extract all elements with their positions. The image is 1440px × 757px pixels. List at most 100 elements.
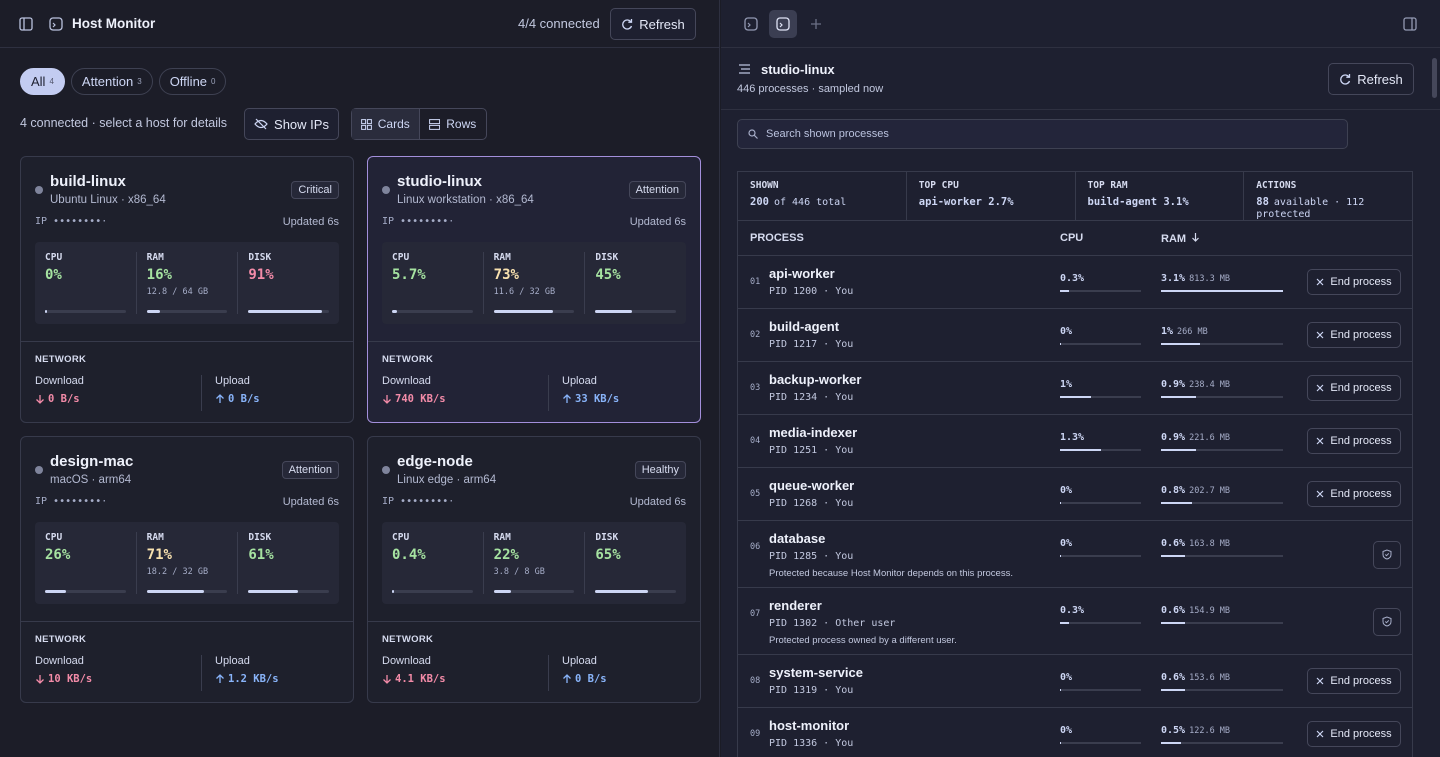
ip-value: ••••••••·: [400, 216, 455, 227]
end-process-button[interactable]: End process: [1307, 428, 1401, 454]
process-row[interactable]: 08 system-service PID 1319 · You 0% 0.6% 153.…: [738, 655, 1412, 708]
metric-value: 91%: [248, 267, 274, 283]
host-card[interactable]: studio-linux Linux workstation · x86_64 At…: [367, 156, 701, 423]
ram-track: [1161, 343, 1283, 345]
stat-number: api-worker 2.7%: [918, 196, 1014, 208]
process-row[interactable]: 09 host-monitor PID 1336 · You 0% 0.5% 122.6 …: [738, 708, 1412, 757]
stat: TOP CPU api-worker 2.7%: [905, 172, 1075, 220]
detail-refresh-button[interactable]: Refresh: [1328, 63, 1414, 95]
tab-icon[interactable]: [744, 17, 758, 31]
end-process-button[interactable]: End process: [1307, 481, 1401, 507]
end-process-button[interactable]: End process: [1307, 375, 1401, 401]
ram-value: 0.9% 221.6 MB: [1161, 432, 1230, 443]
host-card[interactable]: design-mac macOS · arm64 Attention IP ••••••…: [20, 436, 354, 703]
ram-bar: [1161, 449, 1197, 451]
refresh-icon: [1340, 74, 1351, 85]
download-rate: 0 B/s: [48, 393, 80, 405]
metrics: CPU 26% RAM 71% 18.2 / 32 GB DISK 61%: [35, 522, 339, 604]
metric-value: 65%: [595, 547, 621, 563]
stat: ACTIONS 88 available · 112 protected: [1243, 172, 1412, 220]
ram-percent: 0.9%: [1161, 432, 1186, 443]
new-tab-icon[interactable]: [809, 17, 823, 31]
close-icon: [1316, 730, 1324, 738]
ip-label: IP: [382, 496, 395, 507]
show-ips-button[interactable]: Show IPs: [244, 108, 339, 140]
metric-detail: 3.8 / 8 GB: [493, 567, 545, 577]
host-card[interactable]: edge-node Linux edge · arm64 Healthy IP ••••…: [367, 436, 701, 703]
cpu-bar: [1060, 290, 1070, 292]
ram-track: [1161, 502, 1283, 504]
stat-label: ACTIONS: [1256, 180, 1297, 191]
refresh-button[interactable]: Refresh: [610, 8, 696, 40]
process-row[interactable]: 03 backup-worker PID 1234 · You 1% 0.9% 238.4…: [738, 362, 1412, 415]
download-rate: 740 KB/s: [395, 393, 446, 405]
search-box[interactable]: Search shown processes: [737, 119, 1348, 149]
host-card[interactable]: build-linux Ubuntu Linux · x86_64 Critical…: [20, 156, 354, 423]
row-index: 05: [750, 489, 761, 499]
filter-pill[interactable]: Attention 3: [70, 68, 153, 95]
metric-bar: [45, 310, 47, 313]
cpu-track: [1060, 396, 1141, 398]
end-process-button[interactable]: End process: [1307, 668, 1401, 694]
download-label: Download: [382, 655, 431, 667]
cpu-track: [1060, 689, 1141, 691]
process-row[interactable]: 02 build-agent PID 1217 · You 0% 1% 266 MB End…: [738, 309, 1412, 362]
filter-pill[interactable]: Offline 0: [158, 68, 227, 95]
metric: RAM 71% 18.2 / 32 GB: [135, 532, 238, 594]
ip-value: ••••••••·: [53, 216, 108, 227]
metric-label: DISK: [248, 252, 272, 263]
process-row[interactable]: 05 queue-worker PID 1268 · You 0% 0.8% 202.7 …: [738, 468, 1412, 521]
metric: CPU 5.7%: [382, 252, 483, 314]
metric-value: 26%: [45, 547, 71, 563]
upload-value: 0 B/s: [215, 393, 260, 405]
ram-size: 163.8 MB: [1189, 539, 1231, 549]
process-row[interactable]: 01 api-worker PID 1200 · You 0.3% 3.1% 813.3 …: [738, 256, 1412, 309]
ram-bar: [1161, 742, 1181, 744]
cpu-value: 0%: [1060, 538, 1073, 549]
column-header: PROCESS: [750, 232, 804, 244]
close-icon: [1316, 490, 1324, 498]
stat-value: 88 available · 112 protected: [1256, 196, 1400, 220]
end-process-label: End process: [1330, 382, 1392, 394]
upload-rate: 0 B/s: [228, 393, 260, 405]
host-subtitle: Linux edge · arm64: [397, 474, 497, 486]
ram-track: [1161, 742, 1283, 744]
metric-value: 0.4%: [392, 547, 426, 563]
close-icon: [1316, 278, 1324, 286]
sidebar-icon[interactable]: [19, 17, 33, 31]
row-index: 03: [750, 383, 761, 393]
process-row[interactable]: 04 media-indexer PID 1251 · You 1.3% 0.9% 221…: [738, 415, 1412, 468]
ram-value: 0.9% 238.4 MB: [1161, 379, 1230, 390]
cpu-bar: [1060, 689, 1061, 691]
panel-icon[interactable]: [1403, 17, 1417, 31]
network-label: NETWORK: [35, 354, 87, 365]
view-option[interactable]: Rows: [420, 109, 487, 139]
eye-off-icon: [254, 118, 268, 130]
active-tab[interactable]: [769, 10, 797, 38]
process-name: build-agent: [769, 319, 840, 334]
end-process-button[interactable]: End process: [1307, 269, 1401, 295]
metric-label: CPU: [392, 532, 410, 543]
cpu-bar: [1060, 449, 1101, 451]
end-process-button[interactable]: End process: [1307, 322, 1401, 348]
ram-bar: [1161, 290, 1283, 292]
download-column: Download 740 KB/s: [382, 375, 446, 411]
process-name: system-service: [769, 665, 863, 680]
ram-bar: [1161, 622, 1185, 624]
ip-label: IP: [35, 496, 48, 507]
process-row[interactable]: 07 renderer PID 1302 · Other user Protected…: [738, 588, 1412, 655]
cpu-track: [1060, 343, 1141, 345]
row-index: 08: [750, 676, 761, 686]
end-process-button[interactable]: End process: [1307, 721, 1401, 747]
view-option[interactable]: Cards: [352, 109, 420, 139]
metric: RAM 16% 12.8 / 64 GB: [135, 252, 238, 314]
scrollbar[interactable]: [1432, 58, 1437, 98]
protected-badge[interactable]: [1373, 607, 1401, 636]
process-name: host-monitor: [769, 718, 850, 733]
filter-pill[interactable]: All 4: [20, 68, 65, 95]
process-row[interactable]: 06 database PID 1285 · You Protected becaus…: [738, 521, 1412, 588]
protected-badge[interactable]: [1373, 540, 1401, 569]
refresh-label: Refresh: [639, 16, 685, 32]
cpu-value: 0%: [1060, 326, 1073, 337]
